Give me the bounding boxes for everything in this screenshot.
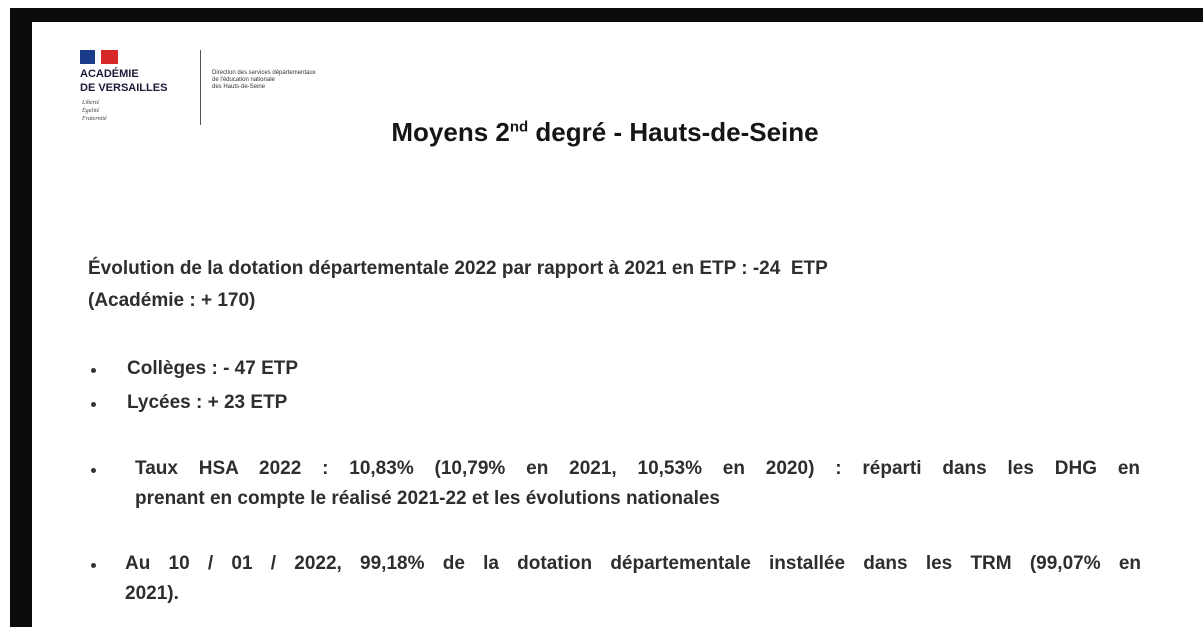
- motto: Égalité: [82, 108, 100, 114]
- bullet: [91, 402, 96, 407]
- intro-line: (Académie : + 170): [88, 290, 256, 311]
- bullet-text: Collèges : - 47 ETP: [127, 358, 299, 379]
- divider: [200, 50, 201, 125]
- direction-line: de l'éducation nationale: [212, 77, 275, 83]
- bullet-text: prenant en compte le réalisé 2021-22 et …: [135, 488, 721, 509]
- direction-line: Direction des services départementaux: [212, 70, 316, 76]
- bullet-text: 2021).: [125, 583, 179, 604]
- logo-line: DE VERSAILLES: [80, 82, 168, 94]
- title-sup: nd: [509, 118, 529, 136]
- logo-line: ACADÉMIE: [80, 68, 139, 80]
- title-rest: degré - Hauts-de-Seine: [528, 117, 819, 147]
- motto: Fraternité: [82, 116, 107, 122]
- intro-line: Évolution de la dotation départementale …: [88, 258, 828, 279]
- bullet: [91, 468, 96, 473]
- bullet-text: Au 10 / 01 / 2022, 99,18% de la dotation…: [125, 553, 1141, 574]
- direction-line: des Hauts-de-Seine: [212, 84, 266, 90]
- bullet-text: Lycées : + 23 ETP: [127, 392, 288, 413]
- motto: Liberté: [82, 100, 100, 106]
- bullet: [91, 563, 96, 568]
- frame-top: [12, 8, 1203, 22]
- bullet-text: Taux HSA 2022 : 10,83% (10,79% en 2021, …: [135, 458, 1140, 479]
- frame-left: [10, 8, 32, 627]
- title: Moyens 2nd degré - Hauts-de-Seine: [0, 117, 1203, 148]
- title-main: Moyens 2: [391, 117, 510, 147]
- flag: [80, 50, 118, 64]
- bullet: [91, 368, 96, 373]
